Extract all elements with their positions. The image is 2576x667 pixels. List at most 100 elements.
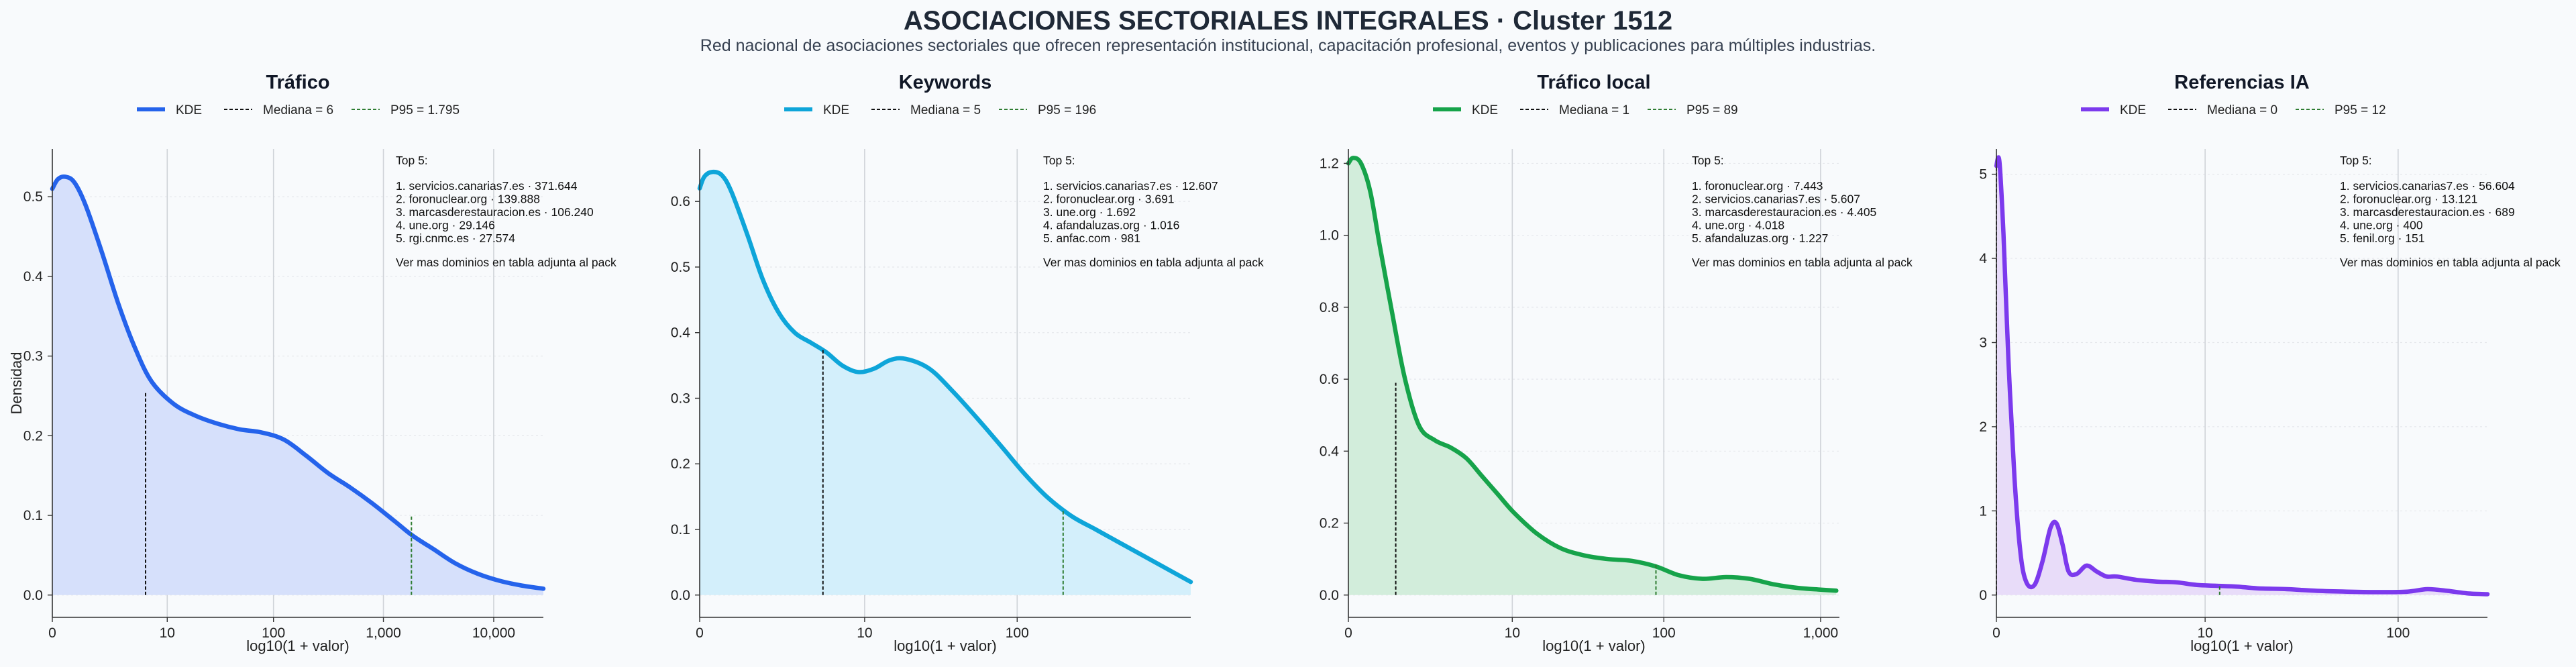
top5-heading: Top 5: — [396, 154, 428, 167]
y-tick-label: 0.2 — [23, 428, 43, 444]
y-tick-label: 0.3 — [23, 349, 43, 364]
top5-item: 3. marcasderestauracion.es · 689 — [2340, 205, 2515, 219]
top5-item: 5. afandaluzas.org · 1.227 — [1692, 232, 1828, 245]
main-title: ASOCIACIONES SECTORIALES INTEGRALES · Cl… — [904, 6, 1672, 36]
top5-item: 1. servicios.canarias7.es · 56.604 — [2340, 179, 2515, 193]
y-axis-label: Densidad — [8, 352, 25, 415]
top5-item: 4. afandaluzas.org · 1.016 — [1043, 219, 1179, 232]
y-tick-label: 0.1 — [671, 522, 690, 537]
top5-item: 1. servicios.canarias7.es · 12.607 — [1043, 179, 1218, 193]
panel-legend: KDE Mediana = 6 P95 = 1.795 — [137, 103, 460, 117]
top5-annotation: Top 5: 1. servicios.canarias7.es · 12.607… — [1043, 154, 1264, 269]
top5-item: 1. servicios.canarias7.es · 371.644 — [396, 179, 578, 193]
top5-item: 2. servicios.canarias7.es · 5.607 — [1692, 193, 1860, 206]
x-tick-label: 100 — [1652, 625, 1676, 641]
y-tick-label: 2 — [1979, 419, 1987, 435]
x-tick-label: 10,000 — [472, 625, 515, 641]
kde-area-fill — [1348, 158, 1837, 595]
x-tick-label: 0 — [1344, 625, 1352, 641]
y-tick-label: 0 — [1979, 588, 1987, 603]
kde-curve — [1346, 156, 1839, 593]
y-tick-label: 0.4 — [1320, 444, 1340, 459]
top5-footer: Ver mas dominios en tabla adjunta al pac… — [1043, 256, 1264, 269]
chart-panel-2: Keywords KDE Mediana = 5 P95 = 196 0 10 100 0.0… — [671, 72, 1264, 654]
y-tick-label: 0.8 — [1320, 300, 1339, 315]
x-tick-label: 10 — [2197, 625, 2212, 641]
x-tick-label: 1,000 — [366, 625, 401, 641]
kde-area-fill — [52, 176, 543, 595]
plot-area — [1996, 149, 2487, 617]
legend-p95-label: P95 = 89 — [1686, 103, 1738, 117]
top5-annotation: Top 5: 1. servicios.canarias7.es · 371.64… — [396, 154, 616, 269]
kde-curve — [697, 169, 1193, 584]
top5-item: 5. anfac.com · 981 — [1043, 232, 1140, 245]
panel-legend: KDE Mediana = 1 P95 = 89 — [1433, 103, 1738, 117]
y-tick-label: 0.1 — [23, 508, 43, 523]
top5-item: 3. marcasderestauracion.es · 4.405 — [1692, 205, 1876, 219]
top5-item: 4. une.org · 29.146 — [396, 219, 495, 232]
y-tick-label: 0.2 — [1320, 516, 1339, 531]
x-tick-label: 10 — [857, 625, 872, 641]
y-tick-label: 1.2 — [1320, 156, 1339, 171]
panel-title: Tráfico — [266, 72, 329, 93]
main-subtitle: Red nacional de asociaciones sectoriales… — [700, 36, 1876, 55]
legend-kde-label: KDE — [2120, 103, 2146, 117]
x-tick-label: 100 — [2386, 625, 2410, 641]
legend-kde-label: KDE — [176, 103, 202, 117]
legend-p95-label: P95 = 196 — [1038, 103, 1096, 117]
y-tick-label: 0.0 — [23, 588, 43, 603]
y-tick-label: 0.4 — [671, 325, 691, 341]
top5-item: 4. une.org · 400 — [2340, 219, 2423, 232]
legend-p95-label: P95 = 1.795 — [390, 103, 460, 117]
top5-heading: Top 5: — [1043, 154, 1075, 167]
legend-median-label: Mediana = 0 — [2207, 103, 2277, 117]
x-tick-label: 10 — [160, 625, 175, 641]
top5-item: 5. rgi.cnmc.es · 27.574 — [396, 232, 515, 245]
legend-median-label: Mediana = 5 — [910, 103, 981, 117]
x-axis-label: log10(1 + valor) — [1542, 637, 1645, 654]
panel-legend: KDE Mediana = 5 P95 = 196 — [784, 103, 1096, 117]
y-tick-label: 0.0 — [671, 588, 690, 603]
chart-panel-1: Tráfico KDE Mediana = 6 P95 = 1.795 0 10 100 1,… — [8, 72, 616, 654]
x-axis-label: log10(1 + valor) — [894, 637, 996, 654]
top5-annotation: Top 5: 1. servicios.canarias7.es · 56.604… — [2340, 154, 2561, 269]
top5-item: 3. marcasderestauracion.es · 106.240 — [396, 205, 594, 219]
top5-item: 2. foronuclear.org · 3.691 — [1043, 193, 1175, 206]
y-tick-label: 1 — [1979, 503, 1987, 519]
top5-item: 2. foronuclear.org · 139.888 — [396, 193, 540, 206]
y-tick-label: 0.5 — [23, 189, 43, 205]
y-tick-label: 0.6 — [671, 194, 690, 209]
panel-title: Tráfico local — [1537, 72, 1650, 93]
top5-heading: Top 5: — [2340, 154, 2372, 167]
x-tick-label: 0 — [48, 625, 56, 641]
top5-item: 2. foronuclear.org · 13.121 — [2340, 193, 2477, 206]
x-tick-label: 100 — [1006, 625, 1029, 641]
legend-p95-label: P95 = 12 — [2334, 103, 2386, 117]
legend-median-label: Mediana = 6 — [263, 103, 333, 117]
y-tick-label: 0.3 — [671, 391, 690, 406]
panel-legend: KDE Mediana = 0 P95 = 12 — [2081, 103, 2386, 117]
top5-item: 5. fenil.org · 151 — [2340, 232, 2424, 245]
top5-item: 1. foronuclear.org · 7.443 — [1692, 179, 1823, 193]
y-tick-label: 0.6 — [1320, 372, 1339, 387]
y-tick-label: 4 — [1979, 251, 1987, 266]
panel-title: Referencias IA — [2174, 72, 2310, 93]
legend-kde-label: KDE — [823, 103, 849, 117]
kde-curve — [50, 174, 546, 591]
y-tick-label: 0.5 — [671, 260, 690, 275]
legend-median-label: Mediana = 1 — [1559, 103, 1629, 117]
top5-heading: Top 5: — [1692, 154, 1724, 167]
y-tick-label: 0.0 — [1320, 588, 1339, 603]
legend-kde-label: KDE — [1472, 103, 1498, 117]
top5-item: 3. une.org · 1.692 — [1043, 205, 1136, 219]
top5-item: 4. une.org · 4.018 — [1692, 219, 1784, 232]
y-tick-label: 5 — [1979, 167, 1987, 183]
x-axis-label: log10(1 + valor) — [2190, 637, 2293, 654]
x-tick-label: 1,000 — [1803, 625, 1839, 641]
y-tick-label: 0.4 — [23, 269, 44, 285]
x-tick-label: 0 — [1992, 625, 2000, 641]
